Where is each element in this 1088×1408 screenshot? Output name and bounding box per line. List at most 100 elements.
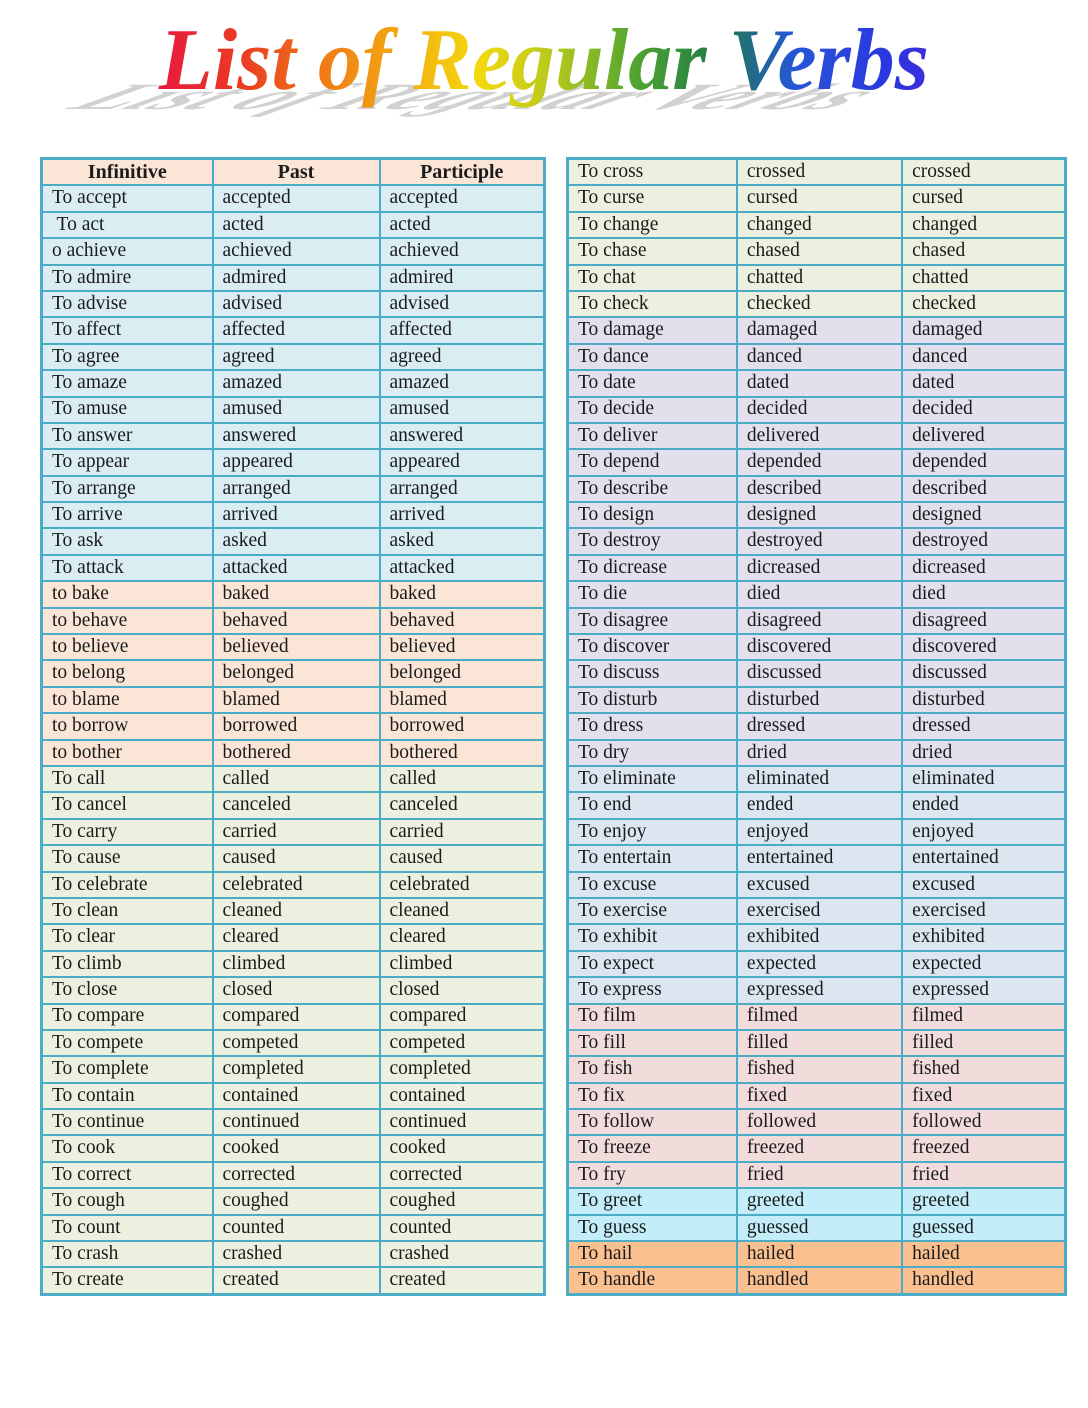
verb-cell: bothered [378,738,546,767]
verb-row-c: To create created created [40,1266,546,1296]
verb-cell: belonged [378,659,546,688]
verb-cell: fished [735,1055,904,1084]
verb-cell: To carry [40,817,214,847]
verb-row-c: To complete completed completed [40,1055,546,1084]
regular-verbs-table-right: To cross crossed crossed To curse cursed curs… [566,157,1067,1296]
verb-row-c: To chase chased chased [566,237,1067,266]
verb-cell: To admire [40,263,214,292]
verb-cell: to borrow [40,712,214,741]
verb-cell: To design [566,501,738,530]
verb-row-d: To design designed designed [566,501,1067,530]
verb-row-d: To describe described described [566,474,1067,504]
verb-cell: To close [40,976,214,1005]
verb-cell: to bake [40,580,214,609]
verb-cell: danced [901,342,1067,372]
verb-cell: To decide [566,395,738,424]
verb-cell: To agree [40,342,214,372]
verb-cell: cleaned [211,896,381,926]
verb-cell: filled [735,1028,904,1058]
verb-cell: amused [378,395,546,424]
verb-cell: dated [901,369,1067,398]
verb-cell: corrected [378,1160,546,1190]
verb-cell: exercised [735,896,904,926]
verb-cell: filmed [735,1002,904,1031]
verb-cell: agreed [378,342,546,372]
verb-cell: believed [211,633,381,662]
verb-cell: To dance [566,342,738,372]
verb-cell: To date [566,369,738,398]
verb-cell: To eliminate [566,764,738,794]
verb-cell: arranged [378,474,546,504]
verb-cell: admired [378,263,546,292]
verb-cell: believed [378,633,546,662]
verb-row-g: To greet greeted greeted [566,1187,1067,1216]
verb-cell: affected [211,316,381,345]
verb-cell: guessed [901,1213,1067,1243]
verb-cell: acted [378,210,546,240]
verb-cell: ended [735,791,904,820]
verb-cell: To express [566,976,738,1005]
verb-cell: acted [211,210,381,240]
verb-cell: dried [735,738,904,767]
verb-row-a: To act acted acted [40,210,546,240]
verb-cell: coughed [378,1187,546,1216]
verb-row-f: To freeze freezed freezed [566,1134,1067,1163]
verb-cell: To continue [40,1108,214,1137]
verb-cell: canceled [211,791,381,820]
verb-cell: guessed [735,1213,904,1243]
verb-cell: dressed [735,712,904,741]
verb-cell: To curse [566,184,738,213]
verb-cell: To clean [40,896,214,926]
verb-cell: chased [901,237,1067,266]
verb-row-a: To answer answered answered [40,421,546,451]
verb-cell: caused [378,844,546,873]
verb-row-f: To follow followed followed [566,1108,1067,1137]
verb-cell: fixed [735,1081,904,1111]
verb-row-d: To depend depended depended [566,448,1067,477]
verb-cell: freezed [735,1134,904,1163]
verb-cell: cleaned [378,896,546,926]
verb-cell: To cause [40,844,214,873]
verb-cell: filmed [901,1002,1067,1031]
verb-cell: destroyed [735,527,904,556]
header-row: Infinitive Past Participle [40,157,546,187]
verb-cell: To dicrease [566,553,738,583]
verb-cell: To ask [40,527,214,556]
verb-row-d: To date dated dated [566,369,1067,398]
verb-cell: To amuse [40,395,214,424]
verb-cell: danced [735,342,904,372]
verb-cell: fried [735,1160,904,1190]
verb-row-d: To dicrease dicreased dicreased [566,553,1067,583]
verb-cell: created [378,1266,546,1296]
verb-row-e: To expect expected expected [566,949,1067,979]
verb-row-d: To discuss discussed discussed [566,659,1067,688]
verb-cell: To end [566,791,738,820]
verb-cell: checked [901,289,1067,319]
verb-row-d: To dry dried dried [566,738,1067,767]
verb-cell: To answer [40,421,214,451]
verb-cell: died [735,580,904,609]
verb-row-c: To close closed closed [40,976,546,1005]
verb-cell: competed [211,1028,381,1058]
verb-cell: decided [901,395,1067,424]
verb-cell: achieved [211,237,381,266]
verb-cell: To compete [40,1028,214,1058]
verb-row-a: To appear appeared appeared [40,448,546,477]
page-title: List of Regular Verbs [0,10,1088,111]
verb-cell: cleared [378,923,546,952]
verb-cell: To fish [566,1055,738,1084]
verb-cell: To excuse [566,870,738,899]
verb-cell: arrived [378,501,546,530]
verb-cell: exhibited [735,923,904,952]
verb-row-f: To fry fried fried [566,1160,1067,1190]
verb-cell: disagreed [735,606,904,636]
verb-cell: asked [378,527,546,556]
verb-row-a: To agree agreed agreed [40,342,546,372]
verb-cell: entertained [901,844,1067,873]
verb-cell: changed [901,210,1067,240]
verb-cell: destroyed [901,527,1067,556]
verb-cell: To amaze [40,369,214,398]
verb-row-d: To dance danced danced [566,342,1067,372]
verb-cell: arranged [211,474,381,504]
verb-cell: expected [735,949,904,979]
